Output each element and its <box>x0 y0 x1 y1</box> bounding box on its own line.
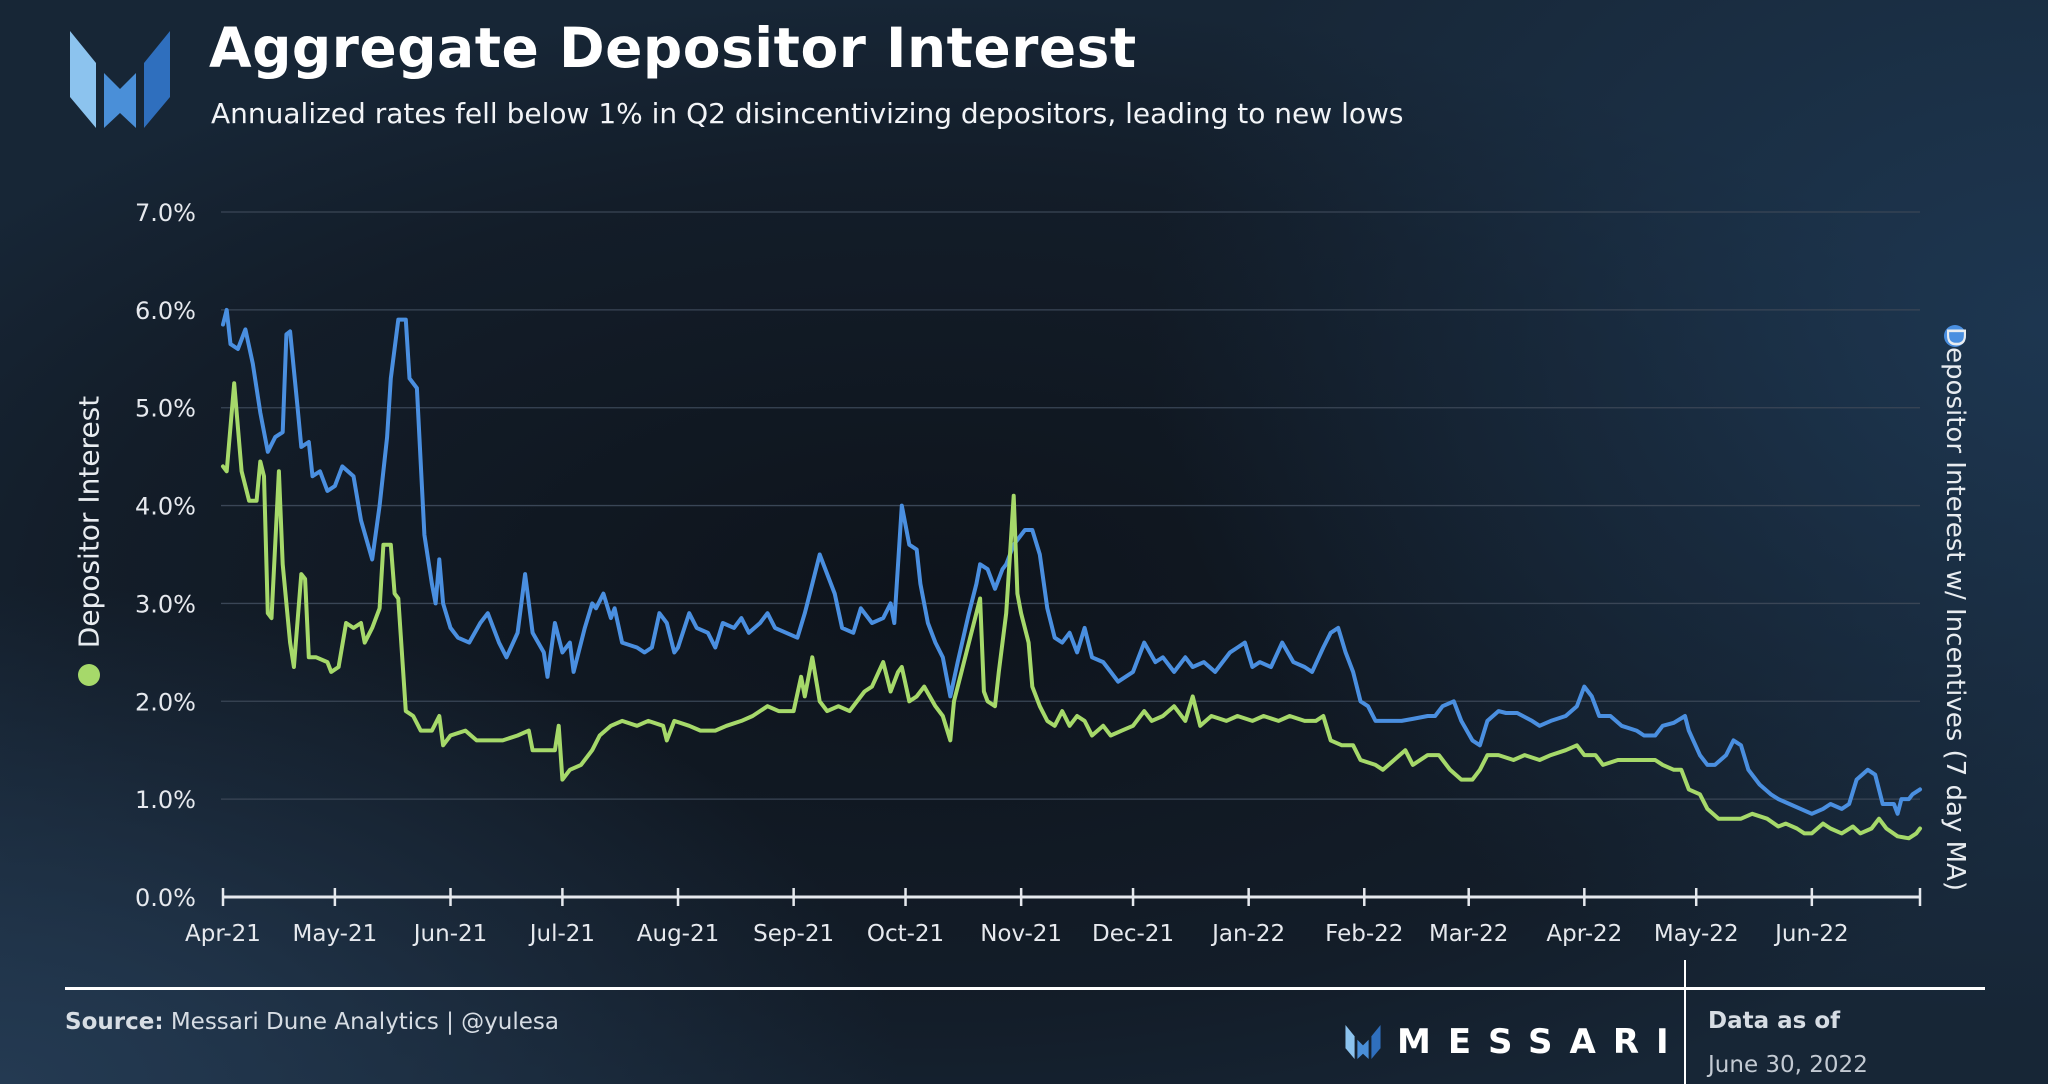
messari-logo <box>70 31 170 128</box>
x-tick-label: Jun-21 <box>412 921 488 947</box>
x-tick-label: Mar-22 <box>1429 921 1509 947</box>
x-tick-label: Dec-21 <box>1092 921 1174 947</box>
legend-dot-depositor-interest <box>78 664 100 686</box>
y-tick-label: 4.0% <box>135 493 196 521</box>
x-tick-label: May-21 <box>293 921 378 947</box>
y-tick-label: 7.0% <box>135 199 196 227</box>
footer-vertical-divider <box>1684 960 1686 1084</box>
page-title: Aggregate Depositor Interest <box>209 16 1137 80</box>
y-axis-label-left: Depositor Interest <box>72 395 106 649</box>
x-tick-label: Aug-21 <box>637 921 719 947</box>
y-axis-label-right: Depositor Interest w/ Incentives (7 day … <box>1940 327 1970 891</box>
page-subtitle: Annualized rates fell below 1% in Q2 dis… <box>211 97 1404 130</box>
y-tick-label: 6.0% <box>135 297 196 325</box>
source-note: Source: Messari Dune Analytics | @yulesa <box>65 1009 559 1035</box>
y-tick-label: 1.0% <box>135 786 196 814</box>
y-tick-label: 2.0% <box>135 688 196 716</box>
brand-name: MESSARI <box>1397 1022 1686 1062</box>
x-tick-label: Jan-22 <box>1210 921 1285 947</box>
x-tick-label: Jul-21 <box>528 921 595 947</box>
x-tick-label: Oct-21 <box>867 921 944 947</box>
data-as-of-date: June 30, 2022 <box>1708 1052 1868 1078</box>
messari-brand: MESSARI <box>1345 1022 1686 1062</box>
series-line-depositor-interest <box>221 381 1922 841</box>
x-tick-label: Apr-21 <box>185 921 261 947</box>
x-tick-label: Jun-22 <box>1773 921 1849 947</box>
y-tick-label: 3.0% <box>135 590 196 618</box>
line-chart: 0.0% 1.0% 2.0% 3.0% 4.0% 5.0% 6.0% 7.0% Apr-21 Ma… <box>135 199 1922 947</box>
footer-divider <box>65 987 1985 990</box>
series-line-depositor-interest-incentives <box>221 307 1922 816</box>
data-as-of-label: Data as of <box>1708 1008 1841 1034</box>
x-tick-label: Apr-22 <box>1546 921 1622 947</box>
x-tick-label: May-22 <box>1654 921 1739 947</box>
source-text: Messari Dune Analytics | @yulesa <box>170 1009 559 1035</box>
messari-mark-icon <box>1345 1025 1381 1059</box>
y-tick-label: 5.0% <box>135 395 196 423</box>
x-tick-label: Sep-21 <box>753 921 834 947</box>
x-tick-label: Nov-21 <box>980 921 1062 947</box>
legend-dot-depositor-interest-incentives <box>1944 325 1966 347</box>
source-label: Source: <box>65 1009 164 1035</box>
x-tick-label: Feb-22 <box>1325 921 1403 947</box>
y-tick-label: 0.0% <box>135 884 196 912</box>
